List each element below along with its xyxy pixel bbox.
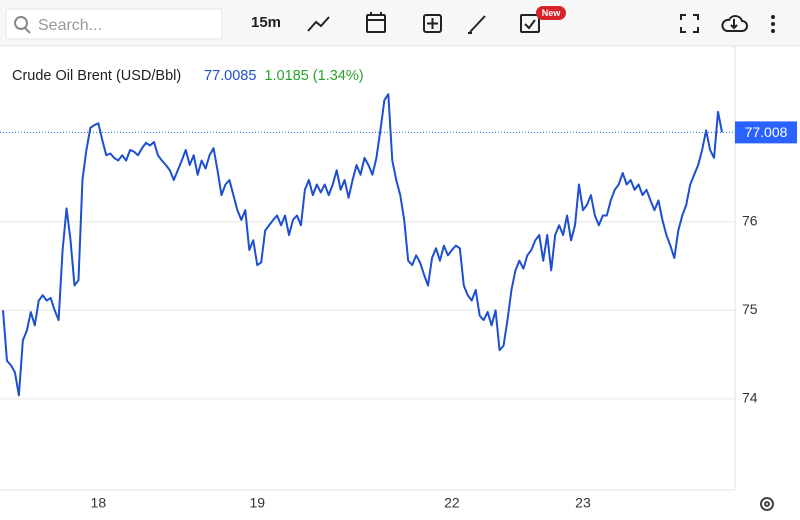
instrument-price: 77.0085 <box>204 68 256 84</box>
y-tick-label: 75 <box>742 301 758 317</box>
search-placeholder: Search... <box>38 17 102 34</box>
price-line <box>2 93 723 397</box>
fullscreen-icon[interactable] <box>680 14 699 33</box>
new-badge <box>536 6 566 20</box>
download-icon[interactable] <box>721 15 748 32</box>
search-icon <box>14 16 28 30</box>
more-icon[interactable] <box>771 15 775 33</box>
search-icon-handle <box>24 27 31 34</box>
last-price-tag <box>735 121 797 144</box>
instrument-name: Crude Oil Brent (USD/Bbl) <box>12 68 181 84</box>
indicator-icon[interactable] <box>307 16 330 32</box>
x-tick-label: 23 <box>575 495 591 511</box>
new-badge-text: New <box>542 8 562 18</box>
event-icon[interactable] <box>520 14 540 33</box>
y-tick-label: 74 <box>742 390 758 406</box>
x-tick-label: 19 <box>249 495 265 511</box>
add-icon[interactable] <box>423 14 442 33</box>
last-price-label: 77.008 <box>745 124 788 140</box>
x-tick-label: 18 <box>91 495 107 511</box>
instrument-change: 1.0185 (1.34%) <box>264 68 363 84</box>
y-tick-label: 76 <box>742 212 758 228</box>
settings-icon[interactable] <box>760 497 774 511</box>
x-tick-label: 22 <box>444 495 460 511</box>
draw-icon[interactable] <box>468 15 486 34</box>
calendar-icon[interactable] <box>366 12 386 33</box>
search-box[interactable] <box>5 8 223 40</box>
interval-button[interactable]: 15m <box>251 14 281 31</box>
